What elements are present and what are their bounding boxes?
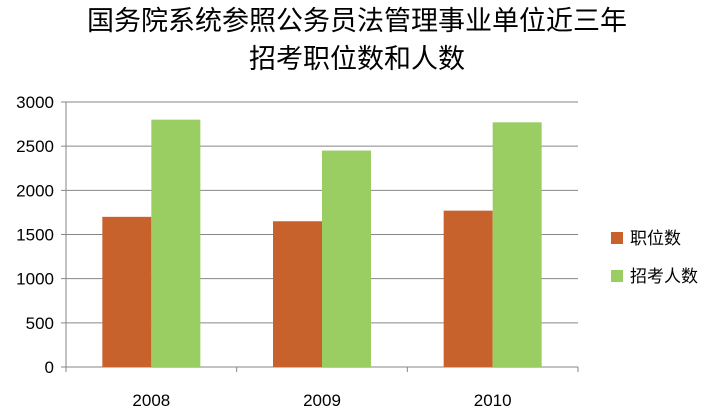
bar-2008-series-2 <box>151 119 201 368</box>
bar-2009-series-1 <box>273 221 322 367</box>
y-tick-label: 500 <box>26 314 54 333</box>
bar-2010-series-2 <box>492 122 542 367</box>
legend-label: 职位数 <box>630 229 681 249</box>
y-tick-label: 0 <box>45 358 54 377</box>
bar-2008-series-1 <box>102 216 152 367</box>
legend-label: 招考人数 <box>630 267 698 287</box>
chart-title-line-2: 招考职位数和人数 <box>249 44 465 75</box>
legend-swatch <box>611 270 623 282</box>
x-tick-label: 2010 <box>474 391 512 410</box>
y-tick-label: 3000 <box>16 93 54 112</box>
bar-2009-series-2 <box>322 150 371 367</box>
x-tick-label: 2008 <box>132 391 170 410</box>
y-tick-label: 1500 <box>16 226 54 245</box>
bar-2010-series-1 <box>443 210 493 367</box>
legend-swatch <box>611 232 623 244</box>
y-tick-label: 1000 <box>16 270 54 289</box>
y-tick-label: 2500 <box>16 137 54 156</box>
x-tick-label: 2009 <box>303 391 341 410</box>
y-tick-label: 2000 <box>16 181 54 200</box>
chart-title-line-1: 国务院系统参照公务员法管理事业单位近三年 <box>87 6 627 37</box>
